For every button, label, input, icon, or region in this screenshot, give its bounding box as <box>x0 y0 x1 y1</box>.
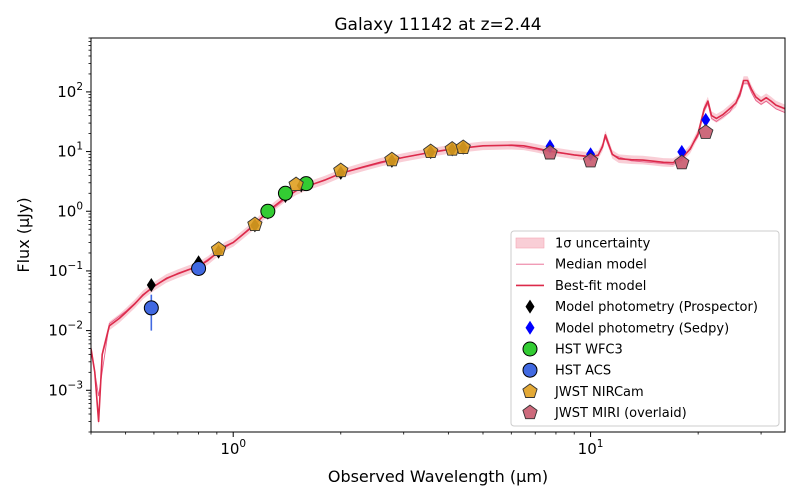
legend-handle-sedpy <box>525 320 535 335</box>
legend-handle-miri <box>522 404 538 420</box>
legend-label-prospector: Model photometry (Prospector) <box>555 300 758 315</box>
sedpy-point <box>701 112 711 127</box>
sedpy-point <box>677 144 687 159</box>
legend-label-miri: JWST MIRI (overlaid) <box>554 406 687 421</box>
chart-title: Galaxy 11142 at z=2.44 <box>334 15 541 35</box>
nircam-point <box>384 151 400 167</box>
nircam-point <box>288 176 304 192</box>
legend-handle-prospector <box>525 299 535 314</box>
legend-label-acs: HST ACS <box>555 364 611 379</box>
x-axis-label: Observed Wavelength (μm) <box>328 467 548 486</box>
legend-label-median: Median model <box>555 258 647 273</box>
legend-handle-acs <box>522 362 538 378</box>
nircam-point <box>210 241 227 256</box>
plot-area <box>91 76 785 426</box>
legend-label-sedpy: Model photometry (Sedpy) <box>555 321 729 336</box>
legend-box <box>510 230 780 427</box>
legend-handle-uncertainty <box>515 237 545 249</box>
legend-label-uncertainty: 1σ uncertainty <box>555 237 651 252</box>
legend-label-wfc3: HST WFC3 <box>555 343 623 358</box>
wfc3-point <box>260 203 276 219</box>
miri-point <box>698 124 714 139</box>
legend: 1σ uncertainty Median model Best-fit model… <box>510 230 780 427</box>
nircam-point <box>455 139 471 155</box>
legend-label-nircam: JWST NIRCam <box>554 385 644 400</box>
y-axis-label: Flux (μJy) <box>14 197 33 272</box>
miri-point <box>542 144 558 160</box>
nircam-point <box>333 162 349 178</box>
legend-handle-nircam <box>522 383 538 398</box>
miri-point <box>582 152 599 168</box>
bestfit-model-line <box>91 79 785 423</box>
acs-point <box>191 260 207 276</box>
acs-point <box>143 300 159 316</box>
legend-label-bestfit: Best-fit model <box>555 279 646 294</box>
nircam-point <box>247 216 263 232</box>
nircam-point <box>423 143 439 159</box>
prospector-point <box>146 278 156 293</box>
miri-point <box>674 154 690 170</box>
legend-handle-wfc3 <box>522 341 538 357</box>
wfc3-point <box>277 185 293 201</box>
